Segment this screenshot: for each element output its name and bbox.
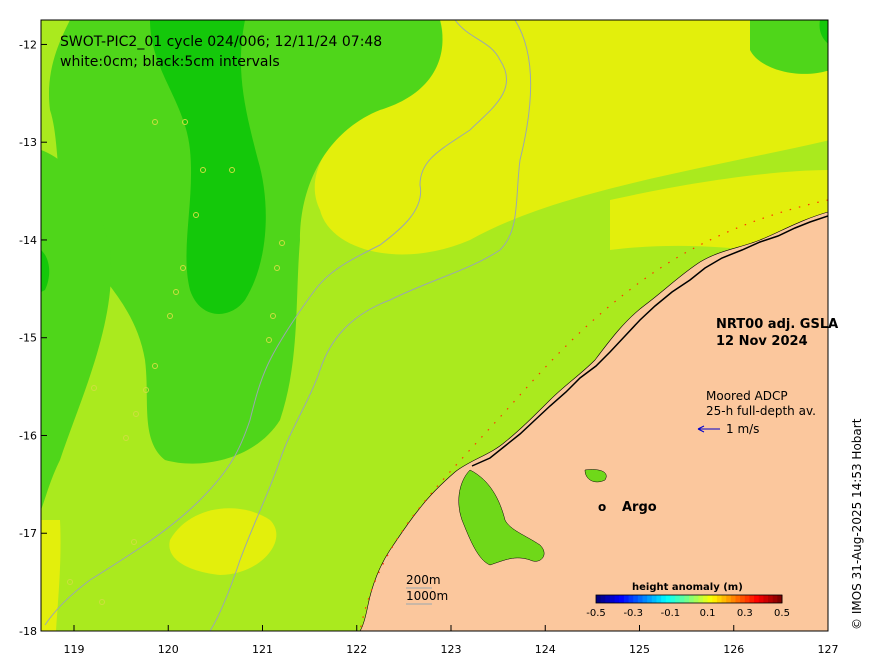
map-title: SWOT-PIC2_01 cycle 024/006; 12/11/24 07:…: [60, 34, 382, 50]
anomaly-high-zone-south: [169, 508, 277, 575]
anomaly-high-zone: [314, 20, 828, 255]
colorbar-cell: [702, 595, 709, 603]
colorbar-cell: [721, 595, 727, 603]
colorbar-cell: [698, 595, 704, 603]
argo-marker: o: [598, 500, 606, 514]
colorbar-cell: [661, 595, 667, 603]
coastline-islands: [471, 215, 828, 467]
map-subtitle: white:0cm; black:5cm intervals: [60, 54, 280, 70]
colorbar-tick-label: 0.5: [774, 608, 790, 619]
x-tick-label: 121: [252, 643, 273, 656]
colorbar-tick-label: -0.3: [623, 608, 643, 619]
colorbar-title: height anomaly (m): [632, 582, 743, 593]
y-axis: -12 -13 -14 -15 -16 -17 -18: [19, 38, 47, 638]
colorbar-cell: [623, 595, 630, 603]
colorbar-cell: [628, 595, 634, 603]
colorbar-cell: [651, 595, 657, 603]
mooring-markers: [67, 119, 285, 605]
colorbar-frame: [595, 594, 783, 604]
colorbar-cell: [637, 595, 643, 603]
y-tick-label: -13: [19, 136, 37, 149]
x-tick-label: 120: [158, 643, 179, 656]
x-tick-label: 123: [440, 643, 461, 656]
colorbar-cell: [609, 595, 616, 603]
colorbar-cell: [633, 595, 639, 603]
colorbar-cell: [684, 595, 690, 603]
isobath-200m-label: 200m: [406, 573, 441, 587]
isobath-1000m: [209, 20, 532, 631]
adcp-arrow-head: [697, 425, 705, 433]
anomaly-low-zone-ne: [819, 20, 828, 44]
x-tick-label: 127: [818, 643, 839, 656]
adcp-label: Moored ADCP: [706, 389, 788, 403]
colorbar-cell: [670, 595, 676, 603]
colorbar-cell: [763, 595, 769, 603]
colorbar-cell: [716, 595, 723, 603]
colorbar-tick-label: -0.1: [661, 608, 681, 619]
colorbar-cell: [614, 595, 620, 603]
colorbar-cell: [772, 595, 778, 603]
y-tick-label: -14: [19, 234, 37, 247]
x-tick-label: 119: [63, 643, 84, 656]
credit-text: © IMOS 31-Aug-2025 14:53 Hobart: [850, 418, 864, 630]
colorbar-gradient: [596, 595, 783, 603]
colorbar-tick-label: 0.1: [700, 608, 716, 619]
anomaly-mid-zone-edge: [41, 150, 112, 510]
colorbar-cell: [712, 595, 718, 603]
y-tick-label: -15: [19, 332, 37, 345]
x-axis: 119 120 121 122 123 124 125 126 127: [63, 625, 839, 656]
x-tick-label: 125: [629, 643, 650, 656]
colorbar-cell: [605, 595, 611, 603]
anomaly-low-zone-edge: [41, 250, 50, 292]
y-tick-label: -12: [19, 38, 37, 51]
colorbar-cell: [600, 595, 606, 603]
colorbar-cell: [730, 595, 736, 603]
colorbar-cell: [754, 595, 760, 603]
x-tick-label: 122: [346, 643, 367, 656]
colorbar-cell: [689, 595, 695, 603]
colorbar-ticks: -0.5 -0.3 -0.1 0.1 0.3 0.5: [586, 608, 790, 619]
colorbar-tick-label: 0.3: [737, 608, 753, 619]
colorbar-tick-label: -0.5: [586, 608, 606, 619]
colorbar-cell: [647, 595, 653, 603]
colorbar-cell: [726, 595, 732, 603]
colorbar-cell: [642, 595, 648, 603]
colorbar-cell: [693, 595, 699, 603]
x-tick-label: 126: [723, 643, 744, 656]
colorbar-cell: [744, 595, 750, 603]
colorbar-cell: [596, 595, 602, 603]
plot-area: [41, 20, 828, 631]
colorbar-cell: [735, 595, 741, 603]
anomaly-mid-zone-ne: [750, 20, 828, 74]
adcp-sublabel: 25-h full-depth av.: [706, 404, 816, 418]
colorbar-cell: [707, 595, 713, 603]
y-tick-label: -18: [19, 625, 37, 638]
x-tick-label: 124: [535, 643, 556, 656]
y-tick-label: -17: [19, 527, 37, 540]
inlet-east: [584, 469, 607, 483]
adcp-scale: 1 m/s: [726, 422, 759, 436]
colorbar-cell: [777, 595, 783, 603]
colorbar: height anomaly (m) -0.5 -0.3 -0.1 0.1 0.3 0.5: [586, 582, 790, 619]
colorbar-cell: [758, 595, 764, 603]
isobath-1000m-label: 1000m: [406, 589, 448, 603]
isobath-200m: [44, 20, 507, 626]
y-tick-label: -16: [19, 429, 37, 442]
product-date: 12 Nov 2024: [716, 334, 808, 349]
colorbar-cell: [768, 595, 774, 603]
anomaly-low-zone: [150, 20, 266, 314]
colorbar-cell: [749, 595, 755, 603]
anomaly-high-zone-west: [41, 520, 61, 631]
colorbar-cell: [679, 595, 685, 603]
colorbar-cell: [619, 595, 625, 603]
inlet: [458, 469, 545, 566]
colorbar-cell: [656, 595, 662, 603]
plot-frame: [40, 19, 829, 632]
product-name: NRT00 adj. GSLA: [716, 317, 838, 332]
colorbar-cell: [740, 595, 746, 603]
colorbar-cell: [665, 595, 671, 603]
colorbar-cell: [675, 595, 681, 603]
argo-label: Argo: [622, 500, 657, 515]
